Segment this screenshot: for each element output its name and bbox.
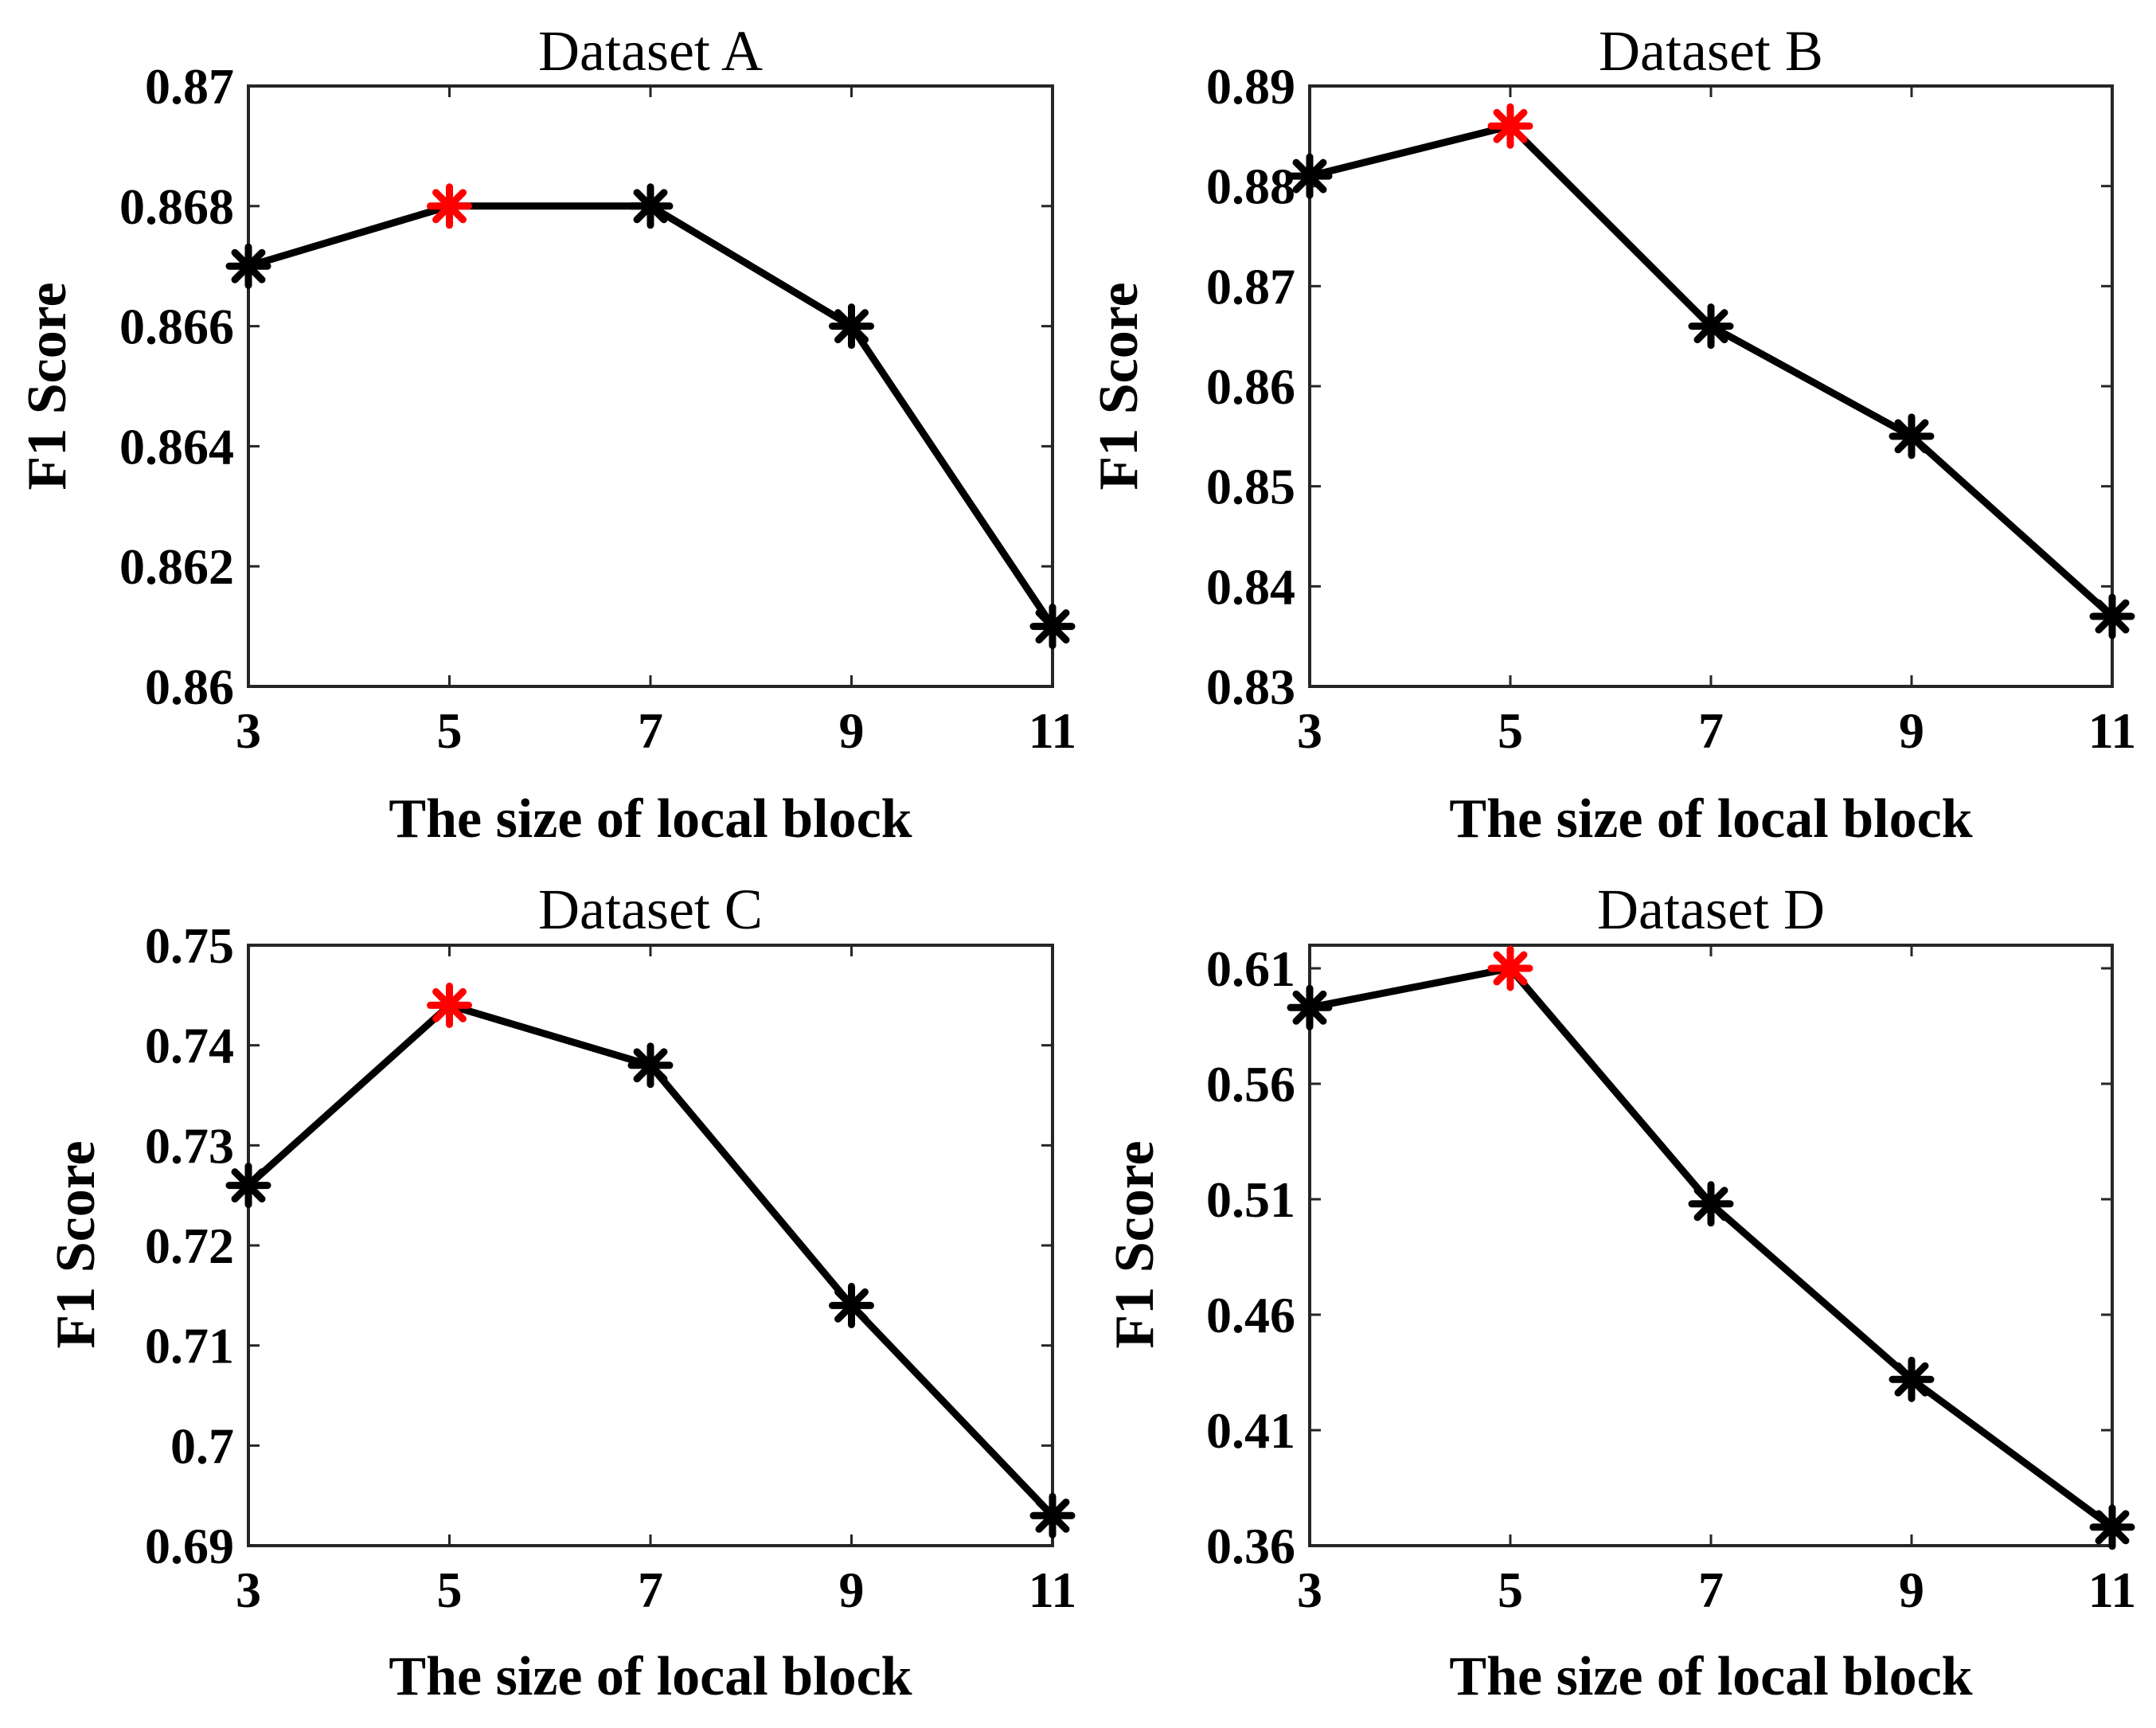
y-tick-label: 0.87 xyxy=(1206,258,1295,315)
data-point-marker xyxy=(2089,593,2135,639)
chart-title: Dataset A xyxy=(538,19,763,83)
y-tick-label: 0.61 xyxy=(1206,940,1295,997)
chart-title: Dataset B xyxy=(1599,19,1823,83)
y-axis-label: F1 Score xyxy=(1104,1140,1166,1348)
x-tick-label: 3 xyxy=(1297,1562,1322,1618)
data-point-marker xyxy=(627,183,674,229)
axes-frame xyxy=(247,944,1054,1547)
best-point-marker xyxy=(427,183,472,229)
y-tick-label: 0.84 xyxy=(1206,558,1295,615)
plot-area: 0.69 0.7 0.71 0.72 0.73 0.74 0.75 3 5 7 9 11 xyxy=(145,917,1076,1618)
y-tick-label: 0.74 xyxy=(145,1018,234,1074)
axes-frame xyxy=(247,84,1054,688)
y-tick-label: 0.83 xyxy=(1206,659,1295,715)
x-tick-label: 5 xyxy=(1498,702,1523,759)
y-tick-label: 0.69 xyxy=(145,1518,234,1574)
data-point-marker xyxy=(1888,413,1935,459)
data-point-marker xyxy=(1287,984,1333,1030)
x-tick-label: 7 xyxy=(1698,702,1724,759)
x-tick-label: 5 xyxy=(437,1562,463,1618)
data-point-marker xyxy=(1888,1356,1935,1402)
x-tick-label: 11 xyxy=(2088,702,2136,759)
x-axis-label: The size of local block xyxy=(389,1646,912,1707)
x-tick-label: 3 xyxy=(1297,702,1322,759)
y-axis-label: F1 Score xyxy=(17,282,78,490)
axes-frame xyxy=(1308,84,2114,688)
chart-title: Dataset D xyxy=(1597,878,1825,941)
y-tick-label: 0.866 xyxy=(119,299,234,355)
y-tick-label: 0.56 xyxy=(1206,1056,1295,1112)
data-point-marker xyxy=(1688,303,1734,350)
panel-dataset-c: Dataset C F1 Score The size of local blo… xyxy=(45,878,1076,1707)
x-tick-label: 11 xyxy=(1029,702,1076,759)
best-point-marker xyxy=(1487,103,1533,149)
y-tick-label: 0.72 xyxy=(145,1218,234,1274)
x-tick-label: 11 xyxy=(2088,1562,2136,1618)
y-tick-label: 0.88 xyxy=(1206,158,1295,215)
data-point-marker xyxy=(829,303,874,350)
x-tick-label: 7 xyxy=(1698,1562,1724,1618)
panel-dataset-d: Dataset D F1 Score The size of local blo… xyxy=(1104,878,2136,1707)
x-tick-label: 9 xyxy=(1899,1562,1924,1618)
panel-dataset-a: Dataset A F1 Score The size of local blo… xyxy=(17,19,1076,850)
data-point-marker xyxy=(1029,604,1076,650)
y-tick-label: 0.89 xyxy=(1206,58,1295,115)
x-tick-label: 7 xyxy=(638,702,663,759)
best-point-marker xyxy=(427,982,472,1028)
plot-area: 0.86 0.862 0.864 0.866 0.868 0.87 3 5 7 9 11 xyxy=(119,58,1076,759)
x-tick-label: 7 xyxy=(638,1562,663,1618)
x-tick-label: 9 xyxy=(839,702,865,759)
series-line xyxy=(1308,122,2115,620)
chart-title: Dataset C xyxy=(538,878,763,941)
y-tick-label: 0.7 xyxy=(170,1417,234,1474)
y-tick-label: 0.75 xyxy=(145,917,234,974)
x-tick-label: 5 xyxy=(437,702,463,759)
best-point-marker xyxy=(1487,945,1533,991)
y-tick-label: 0.87 xyxy=(145,58,234,115)
x-tick-label: 3 xyxy=(236,702,261,759)
panel-dataset-b: Dataset B F1 Score The size of local blo… xyxy=(1088,19,2136,850)
y-tick-label: 0.86 xyxy=(1206,358,1295,415)
y-axis-label: F1 Score xyxy=(45,1140,107,1348)
series-line xyxy=(1309,964,2115,1531)
x-tick-label: 11 xyxy=(1029,1562,1076,1618)
data-point-marker xyxy=(225,1163,271,1209)
y-tick-label: 0.862 xyxy=(119,538,234,595)
y-tick-label: 0.36 xyxy=(1206,1518,1295,1574)
y-tick-label: 0.864 xyxy=(119,418,234,475)
series-line xyxy=(247,202,1056,629)
data-point-marker xyxy=(1287,153,1333,199)
data-point-marker xyxy=(627,1042,674,1089)
data-point-marker xyxy=(829,1282,874,1328)
x-tick-label: 9 xyxy=(1899,702,1924,759)
data-point-marker xyxy=(2089,1504,2135,1550)
plot-area: 0.36 0.41 0.46 0.51 0.56 0.61 3 5 7 9 11 xyxy=(1206,940,2136,1618)
x-axis-label: The size of local block xyxy=(1449,1646,1972,1707)
y-tick-label: 0.71 xyxy=(145,1318,234,1374)
data-point-marker xyxy=(1688,1181,1734,1227)
y-tick-label: 0.73 xyxy=(145,1117,234,1174)
data-point-marker xyxy=(225,243,271,289)
data-point-marker xyxy=(1029,1492,1076,1538)
y-axis-label: F1 Score xyxy=(1088,282,1150,490)
y-tick-label: 0.85 xyxy=(1206,459,1295,515)
y-tick-label: 0.86 xyxy=(145,659,234,715)
plot-area: 0.83 0.84 0.85 0.86 0.87 0.88 0.89 3 5 7 9 11 xyxy=(1206,58,2136,759)
axes-frame xyxy=(1308,944,2114,1547)
y-tick-label: 0.51 xyxy=(1206,1171,1295,1228)
x-tick-label: 3 xyxy=(236,1562,261,1618)
y-tick-label: 0.46 xyxy=(1206,1287,1295,1343)
x-tick-label: 9 xyxy=(839,1562,865,1618)
x-tick-label: 5 xyxy=(1498,1562,1523,1618)
x-axis-label: The size of local block xyxy=(1449,788,1972,850)
y-tick-label: 0.868 xyxy=(119,178,234,235)
x-axis-label: The size of local block xyxy=(389,788,912,850)
y-tick-label: 0.41 xyxy=(1206,1402,1295,1459)
